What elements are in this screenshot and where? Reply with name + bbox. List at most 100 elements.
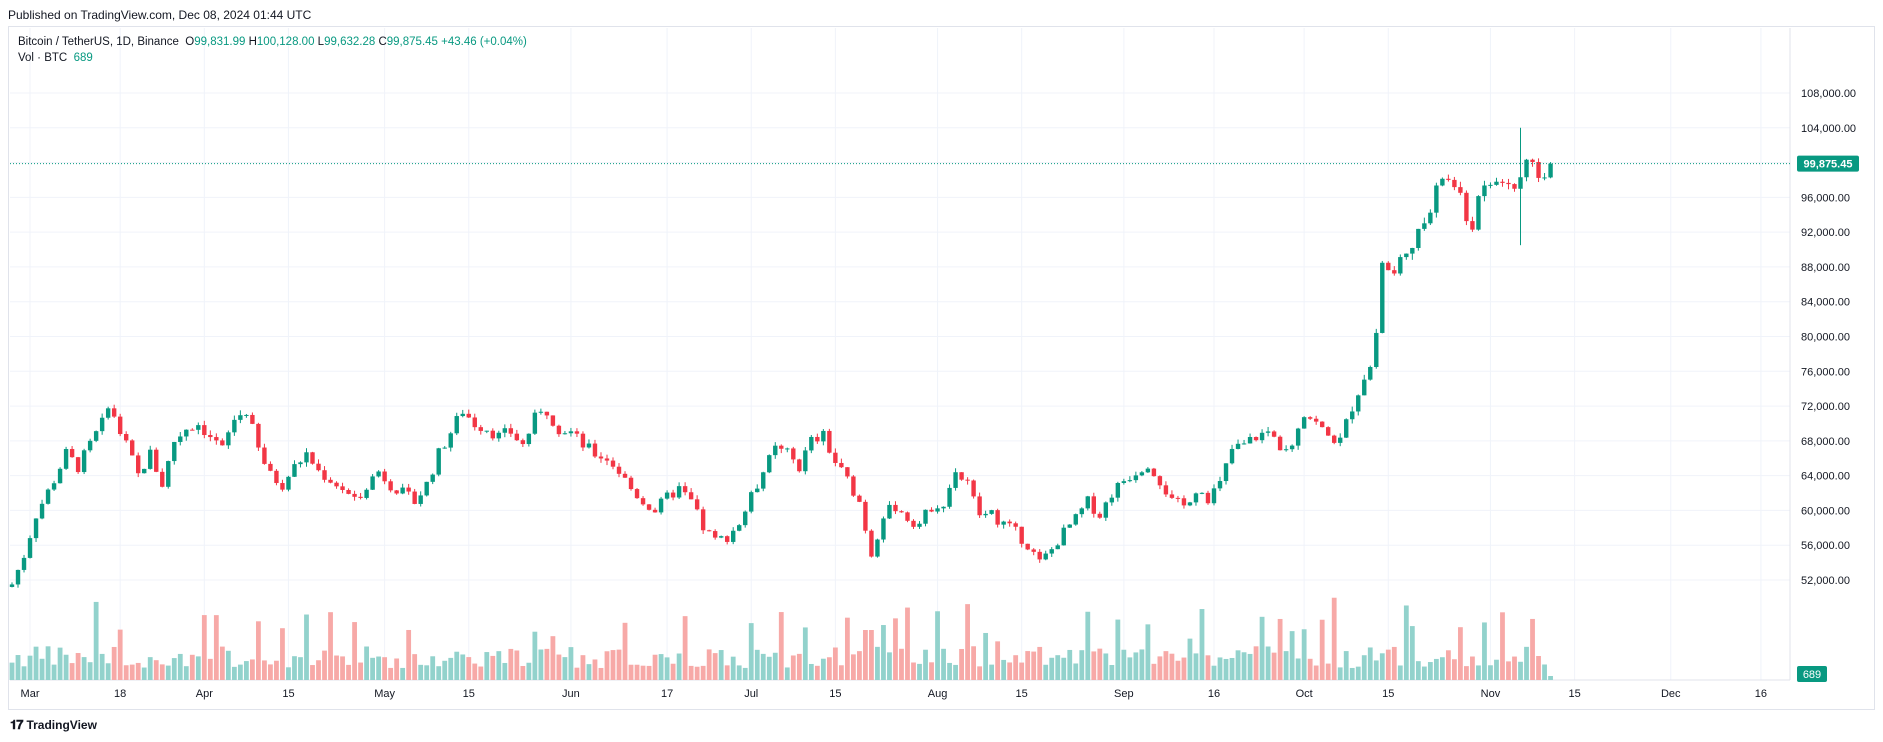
candle-body <box>1488 184 1493 186</box>
x-tick-label: Nov <box>1481 688 1501 700</box>
candle-body <box>21 557 27 570</box>
volume-bar <box>1295 658 1301 680</box>
volume-bar <box>814 665 820 680</box>
y-tick-label: 76,000.00 <box>1801 366 1850 378</box>
volume-bar <box>111 646 117 680</box>
candle-body <box>87 440 93 451</box>
candle-body <box>658 498 664 513</box>
volume-bar <box>989 664 995 680</box>
chart-frame <box>8 26 1875 710</box>
volume-bar <box>538 649 544 680</box>
volume-bar <box>448 657 454 680</box>
candle-body <box>646 504 652 510</box>
volume-bar <box>460 654 466 680</box>
volume-bar <box>123 665 129 680</box>
candle-body <box>172 441 177 462</box>
volume-bar <box>1355 666 1361 680</box>
symbol-title[interactable]: Bitcoin / TetherUS, 1D, Binance <box>18 36 179 48</box>
candle-body <box>1193 493 1199 503</box>
candle-body <box>130 440 135 456</box>
chart-legend: Bitcoin / TetherUS, 1D, Binance O99,831.… <box>18 34 527 66</box>
candle-body <box>292 464 297 477</box>
volume-bar <box>364 646 369 680</box>
x-tick-label: Jul <box>744 688 758 700</box>
volume-bar <box>526 662 532 680</box>
volume-bar <box>268 664 273 680</box>
candle-body <box>1530 159 1535 162</box>
volume-bar <box>688 665 694 680</box>
candle-body <box>1344 419 1349 438</box>
y-tick-label: 92,000.00 <box>1801 227 1850 239</box>
candle-body <box>286 476 291 490</box>
candle-body <box>166 461 171 487</box>
candle-body <box>899 511 904 513</box>
volume-bar <box>237 664 243 680</box>
volume-bar <box>1530 618 1535 680</box>
volume-bar <box>1151 663 1157 680</box>
volume-bar <box>1433 658 1439 680</box>
volume-bar <box>838 665 844 680</box>
volume-bar <box>496 651 502 680</box>
candle-body <box>472 417 477 428</box>
candle-body <box>1223 463 1229 482</box>
y-tick-label: 108,000.00 <box>1801 88 1856 100</box>
x-tick-label: Mar <box>21 688 40 700</box>
candle-body <box>1127 480 1133 482</box>
candle-body <box>1283 449 1289 451</box>
volume-bar <box>682 616 688 680</box>
candle-body <box>412 491 417 504</box>
candle-body <box>664 492 670 499</box>
candle-body <box>887 504 892 519</box>
candle-body <box>526 433 532 445</box>
candle-body <box>779 445 784 449</box>
ohlc-row: Bitcoin / TetherUS, 1D, Binance O99,831.… <box>18 34 527 50</box>
volume-bar <box>1524 646 1529 680</box>
volume-bar <box>153 660 159 680</box>
volume-bar <box>917 663 922 680</box>
candle-body <box>1211 488 1217 504</box>
y-tick-label: 68,000.00 <box>1801 436 1850 448</box>
volume-bar <box>1157 656 1163 680</box>
x-tick-label: 16 <box>1755 688 1767 700</box>
volume-bar <box>1482 622 1487 680</box>
tradingview-watermark[interactable]: 𝟏𝟕 TradingView <box>10 717 97 733</box>
volume-bar <box>418 664 424 680</box>
candle-body <box>1458 187 1463 193</box>
candle-body <box>1199 492 1205 494</box>
volume-bar <box>1205 655 1211 680</box>
candle-body <box>1187 502 1193 506</box>
volume-bar <box>1421 666 1427 680</box>
volume-label[interactable]: Vol · BTC <box>18 52 68 64</box>
volume-bar <box>604 651 610 680</box>
volume-bar <box>1223 658 1229 680</box>
candle-body <box>881 518 886 540</box>
volume-bar <box>899 648 904 680</box>
candle-body <box>418 495 423 504</box>
candle-body <box>959 472 964 480</box>
volume-bar <box>1439 657 1445 680</box>
volume-bar <box>1277 618 1283 680</box>
volume-bar <box>574 667 580 680</box>
volume-bar <box>340 656 345 680</box>
candle-body <box>1307 417 1313 419</box>
volume-bar <box>983 632 989 680</box>
candle-body <box>1313 418 1319 422</box>
volume-bar <box>1361 655 1367 680</box>
volume-bar <box>1343 651 1349 680</box>
low-value: 99,632.28 <box>324 36 376 48</box>
volume-bar <box>165 665 171 680</box>
candle-body <box>1163 485 1169 495</box>
volume-bar <box>820 658 826 680</box>
volume-bar <box>508 648 514 680</box>
candle-body <box>1548 163 1553 178</box>
y-tick-label: 96,000.00 <box>1801 192 1850 204</box>
volume-bar <box>754 649 760 680</box>
candle-body <box>376 471 381 477</box>
candle-body <box>694 499 700 510</box>
volume-bar <box>310 665 315 680</box>
candle-body <box>484 430 489 432</box>
volume-bar <box>424 665 430 680</box>
volume-bar <box>105 663 111 680</box>
volume-bar <box>394 658 400 680</box>
